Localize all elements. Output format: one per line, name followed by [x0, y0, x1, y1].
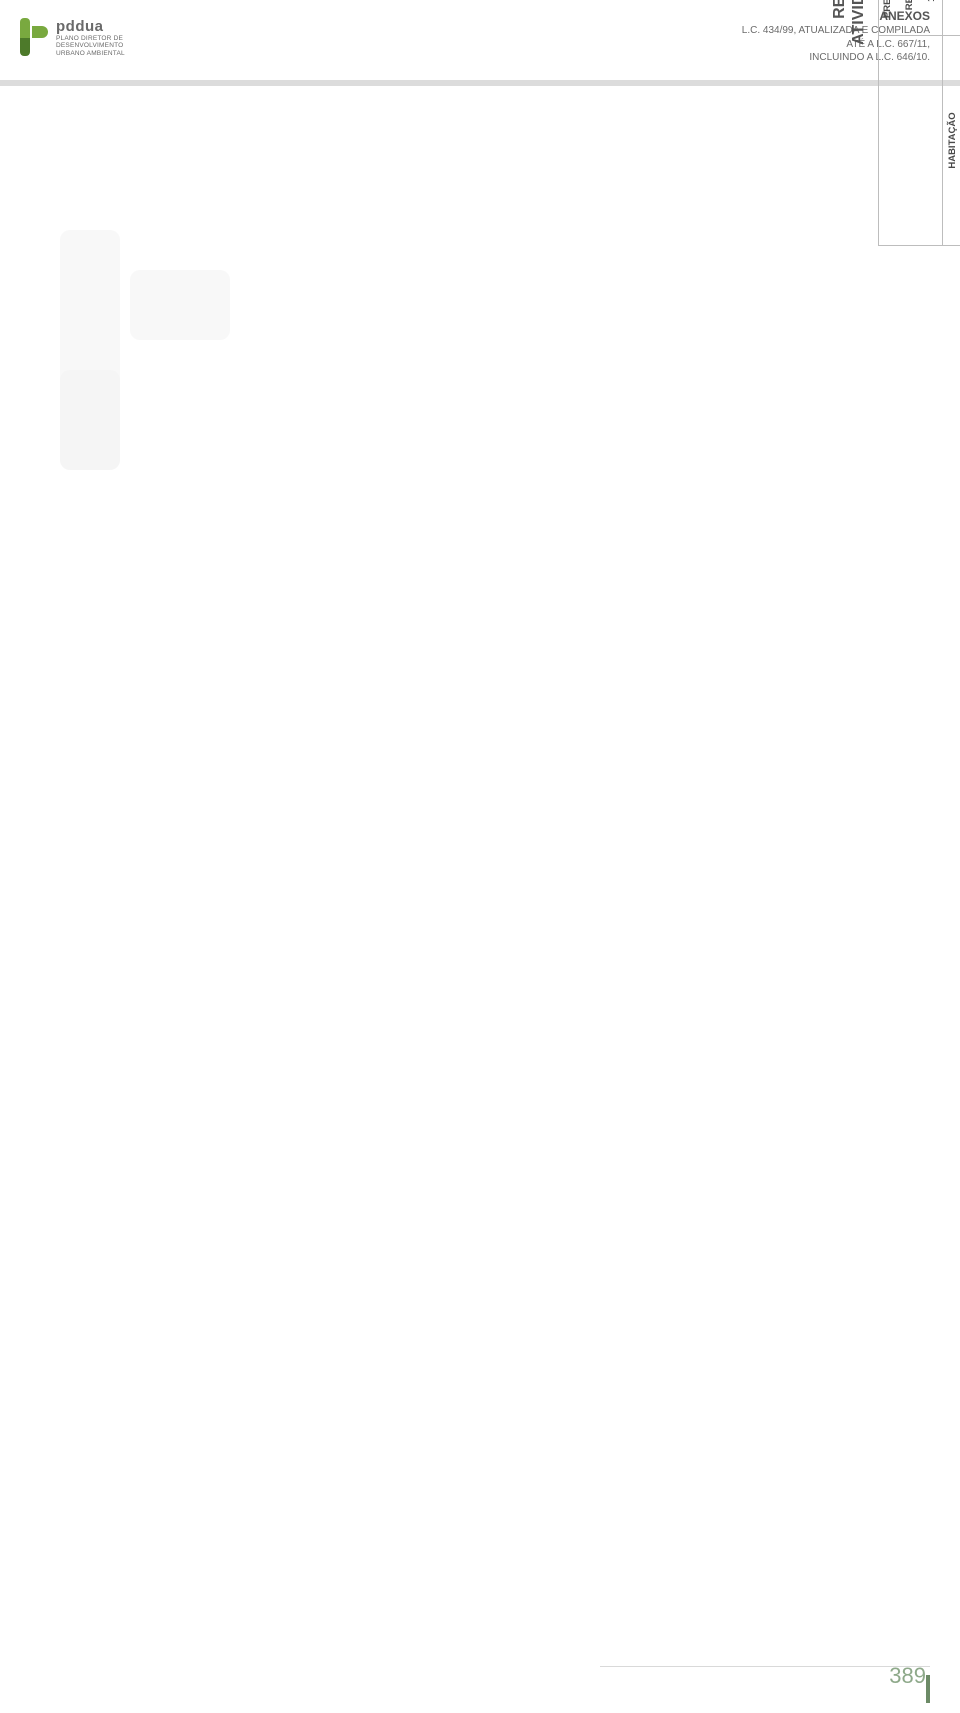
table-title-row: RESTRIÇÃO QUANTO À IMPLANTAÇÃO DEATIVIDA…: [830, 0, 872, 246]
header-blank: [879, 36, 943, 246]
table-row: HABITAÇÃOS/RS/RS/RS/RS/RPROIB. (2)PROIB.: [942, 0, 960, 246]
logo-sub2: DESENVOLVIMENTO: [56, 42, 125, 49]
table-cell: S/R: [942, 0, 960, 36]
logo-icon: [20, 18, 50, 56]
page-header: pddua PLANO DIRETOR DE DESENVOLVIMENTO U…: [0, 0, 960, 80]
page-content: RESTRIÇÃO QUANTO À IMPLANTAÇÃO DEATIVIDA…: [0, 86, 960, 887]
restriction-table: PREDOMINANTE-MENTERESIDENCIALGA 01,15.1 …: [878, 0, 960, 246]
table-title: RESTRIÇÃO QUANTO À IMPLANTAÇÃO DEATIVIDA…: [830, 0, 868, 242]
header-pred-res: PREDOMINANTE-MENTERESIDENCIALGA 01,15.1 …: [879, 0, 943, 36]
logo-sub1: PLANO DIRETOR DE: [56, 35, 125, 42]
page-footer: 389: [0, 1677, 960, 1713]
logo: pddua PLANO DIRETOR DE DESENVOLVIMENTO U…: [20, 18, 125, 57]
page-number: 389: [889, 1663, 926, 1689]
row-category: HABITAÇÃO: [942, 36, 960, 246]
footer-line: [600, 1666, 930, 1667]
footer-tick: [926, 1675, 930, 1703]
logo-title: pddua: [56, 18, 125, 35]
logo-sub3: URBANO AMBIENTAL: [56, 50, 125, 57]
